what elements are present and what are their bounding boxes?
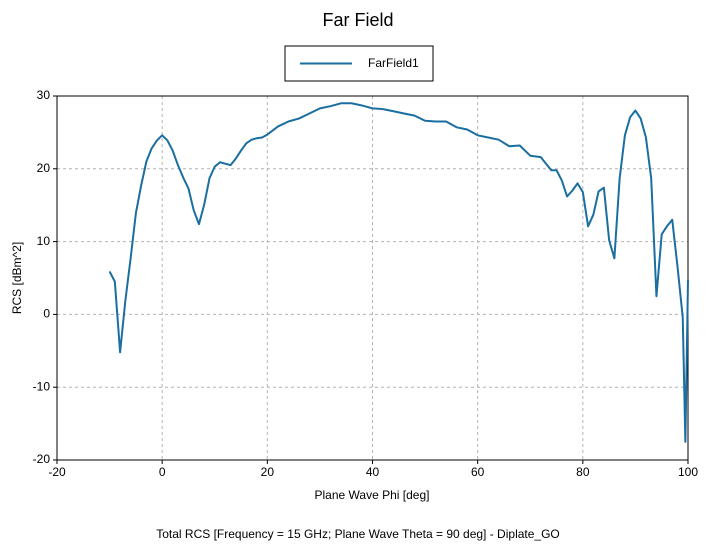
y-tick-label: 30	[37, 88, 51, 102]
x-tick-label: 0	[159, 465, 166, 479]
x-axis-label: Plane Wave Phi [deg]	[315, 488, 430, 502]
x-tick-label: 100	[678, 465, 698, 479]
x-tick-label: -20	[48, 465, 66, 479]
plot-frame	[56, 95, 689, 461]
y-tick-label: 0	[43, 307, 50, 321]
y-tick-label: -10	[33, 379, 51, 393]
x-tick-label: 60	[471, 465, 485, 479]
y-axis-label: RCS [dBm^2]	[10, 242, 24, 314]
y-tick-label: 10	[37, 234, 51, 248]
x-tick-label: 40	[366, 465, 380, 479]
footer: Total RCS [Frequency = 15 GHz; Plane Wav…	[156, 527, 560, 541]
legend-label: FarField1	[368, 56, 419, 70]
y-tick-label: 20	[37, 161, 51, 175]
data-line	[108, 102, 689, 443]
x-tick-label: 80	[576, 465, 590, 479]
y-tick-label: -20	[33, 452, 51, 466]
chart-title: Far Field	[322, 10, 393, 30]
x-tick-label: 20	[261, 465, 275, 479]
